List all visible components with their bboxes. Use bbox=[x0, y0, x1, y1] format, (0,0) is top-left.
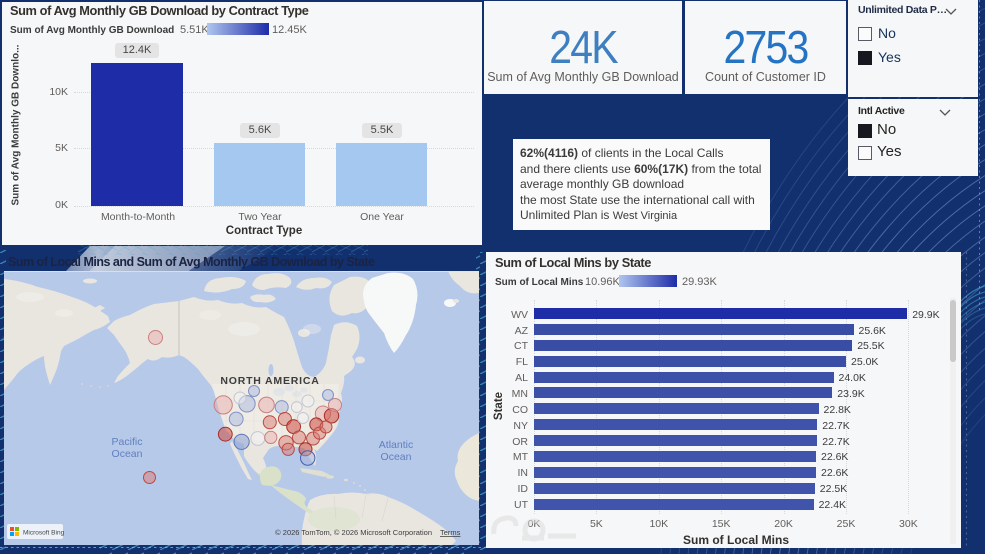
svg-text:NORTH AMERICA: NORTH AMERICA bbox=[220, 375, 319, 387]
svg-text:Microsoft Bing: Microsoft Bing bbox=[23, 530, 65, 537]
svg-text:© 2026 TomTom, © 2026 Microsof: © 2026 TomTom, © 2026 Microsoft Corporat… bbox=[275, 528, 432, 537]
svg-text:Pacific: Pacific bbox=[112, 436, 143, 448]
svg-text:Ocean: Ocean bbox=[381, 451, 412, 463]
svg-text:Terms: Terms bbox=[440, 528, 461, 537]
svg-text:Ocean: Ocean bbox=[112, 448, 143, 460]
svg-text:Atlantic: Atlantic bbox=[379, 439, 413, 451]
